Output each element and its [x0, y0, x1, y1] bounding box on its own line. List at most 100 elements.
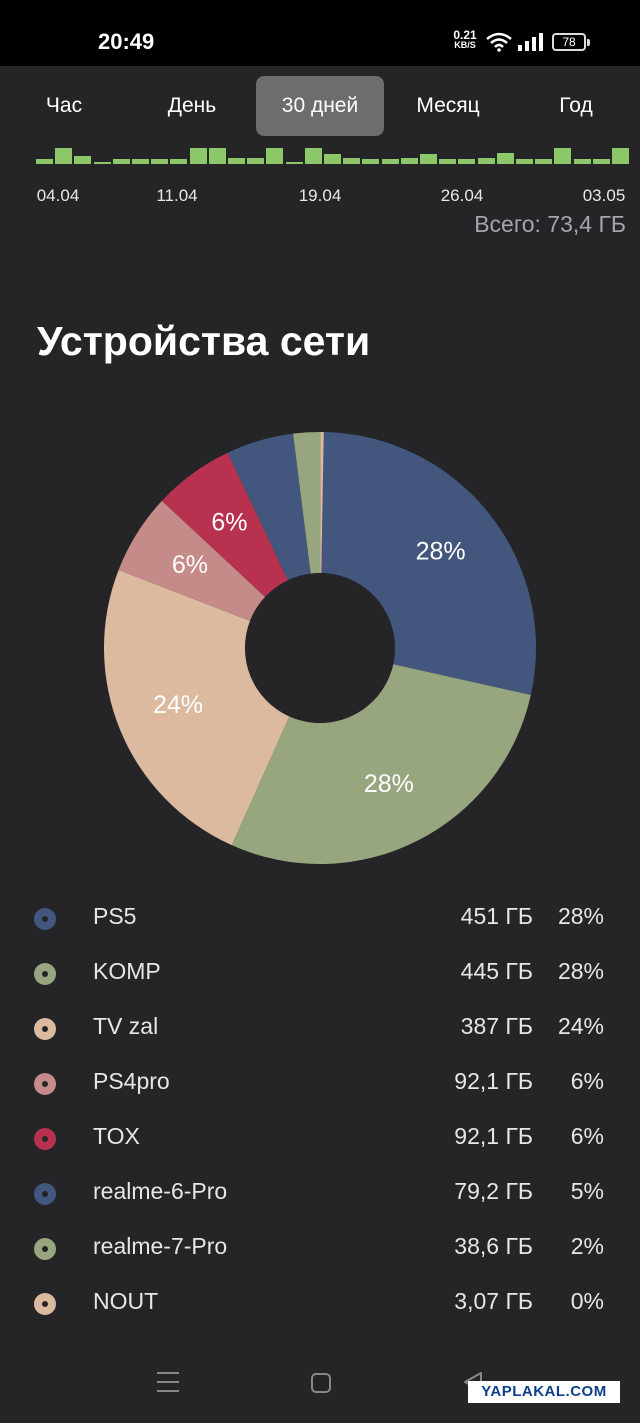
tab-month[interactable]: Месяц — [416, 94, 480, 117]
donut-slice-tv zal[interactable] — [103, 569, 290, 846]
device-percent: 2% — [570, 1233, 604, 1259]
device-percent: 24% — [557, 1013, 604, 1039]
device-name: PS4pro — [93, 1068, 170, 1094]
slice-percent-label: 24% — [153, 691, 203, 719]
daily-usage-bar — [189, 148, 207, 164]
status-time: 20:49 — [98, 29, 155, 54]
legend-item[interactable]: KOMP 445 ГБ 28% — [0, 945, 640, 1000]
donut-slice-ps4pro[interactable] — [118, 500, 266, 621]
donut-hole — [245, 573, 395, 723]
device-traffic: 387 ГБ — [460, 1013, 533, 1039]
legend-item[interactable]: TOX 92,1 ГБ 6% — [0, 1110, 640, 1165]
daily-usage-bar — [55, 148, 73, 164]
donut-slice-nout[interactable] — [320, 432, 324, 574]
device-percent: 28% — [557, 903, 604, 929]
device-name: realme-6-Pro — [93, 1178, 228, 1204]
network-speed-value: 0.21 — [453, 28, 477, 42]
daily-usage-bar — [439, 159, 457, 164]
device-name: KOMP — [93, 958, 161, 984]
total-traffic: Всего: 73,4 ГБ — [474, 211, 626, 237]
daily-usage-bar — [112, 159, 130, 164]
device-traffic: 3,07 ГБ — [454, 1288, 533, 1314]
network-speed: 0.21 KB/S — [450, 28, 480, 50]
device-name: TOX — [93, 1123, 140, 1149]
legend-dot-icon — [34, 1293, 56, 1315]
device-traffic: 38,6 ГБ — [454, 1233, 533, 1259]
legend-item[interactable]: TV zal 387 ГБ 24% — [0, 1000, 640, 1055]
daily-usage-bar — [573, 159, 591, 164]
legend-item[interactable]: NOUT 3,07 ГБ 0% — [0, 1275, 640, 1330]
daily-usage-bar — [74, 156, 92, 164]
legend-item[interactable]: PS5 451 ГБ 28% — [0, 890, 640, 945]
daily-usage-bar — [304, 148, 322, 164]
daily-usage-bar — [170, 159, 188, 164]
daily-usage-bar — [324, 154, 341, 164]
daily-usage-bar — [458, 159, 476, 164]
device-traffic: 451 ГБ — [460, 903, 533, 929]
device-percent: 28% — [557, 958, 604, 984]
device-name: TV zal — [93, 1013, 159, 1039]
date-label: 11.04 — [156, 186, 198, 205]
daily-usage-bar — [496, 152, 514, 164]
tab-hour[interactable]: Час — [45, 94, 83, 117]
legend-dot-icon — [34, 1238, 56, 1260]
daily-usage-bar — [151, 159, 169, 164]
legend-dot-icon — [34, 1018, 56, 1040]
legend-dot-icon — [34, 1128, 56, 1150]
slice-percent-label: 6% — [172, 551, 208, 579]
legend-dot-icon — [34, 963, 56, 985]
donut-slice-tox[interactable] — [161, 452, 288, 597]
tab-year[interactable]: Год — [559, 94, 593, 117]
daily-usage-bar — [285, 161, 303, 164]
daily-usage-bar — [516, 159, 533, 164]
wifi-icon — [486, 32, 512, 52]
daily-usage-bar — [36, 159, 53, 164]
home-icon[interactable] — [311, 1373, 331, 1393]
tab-30-days[interactable]: 30 дней — [256, 76, 384, 136]
device-traffic: 92,1 ГБ — [454, 1068, 533, 1094]
legend-dot-icon — [34, 1183, 56, 1205]
device-percent: 6% — [570, 1068, 604, 1094]
legend-item[interactable]: realme-6-Pro 79,2 ГБ 5% — [0, 1165, 640, 1220]
device-percent: 0% — [570, 1288, 604, 1314]
daily-usage-bar — [535, 159, 553, 164]
daily-usage-bar — [93, 161, 111, 164]
daily-usage-bar — [228, 157, 245, 164]
network-speed-unit: KB/S — [454, 40, 476, 50]
daily-usage-bar — [400, 157, 418, 164]
daily-usage-bar — [420, 154, 437, 164]
daily-usage-chart — [0, 140, 640, 170]
device-name: realme-7-Pro — [93, 1233, 228, 1259]
device-name: PS5 — [93, 903, 137, 929]
legend-dot-icon — [34, 908, 56, 930]
device-traffic: 79,2 ГБ — [454, 1178, 533, 1204]
slice-percent-label: 6% — [211, 509, 247, 537]
donut-slice-realme-6-pro[interactable] — [227, 433, 311, 581]
legend-item[interactable]: PS4pro 92,1 ГБ 6% — [0, 1055, 640, 1110]
signal-icon — [518, 33, 543, 51]
daily-usage-bar — [554, 148, 572, 164]
legend-item[interactable]: realme-7-Pro 38,6 ГБ 2% — [0, 1220, 640, 1275]
recent-apps-icon[interactable] — [157, 1372, 179, 1399]
date-label: 04.04 — [36, 186, 80, 205]
donut-slice-realme-7-pro[interactable] — [293, 432, 321, 574]
date-axis: 04.04 11.04 19.04 26.04 03.05 — [0, 186, 640, 210]
donut-slice-ps5[interactable] — [321, 432, 536, 695]
battery-icon: 78 — [552, 33, 590, 51]
date-label: 03.05 — [582, 186, 626, 205]
legend-dot-icon — [34, 1073, 56, 1095]
tab-day[interactable]: День — [167, 94, 217, 117]
daily-usage-bar — [362, 159, 380, 164]
daily-usage-bar — [266, 148, 284, 164]
slice-percent-label: 28% — [416, 538, 466, 566]
donut-slice-komp[interactable] — [231, 664, 531, 864]
device-traffic: 445 ГБ — [460, 958, 533, 984]
daily-usage-bar — [592, 159, 610, 164]
device-percent: 6% — [570, 1123, 604, 1149]
devices-donut-chart: 28% 28% 24% 6%6% — [103, 432, 536, 864]
date-label: 26.04 — [440, 186, 484, 205]
daily-usage-bar — [477, 157, 495, 164]
date-label: 19.04 — [298, 186, 342, 205]
daily-usage-bar — [132, 159, 149, 164]
device-percent: 5% — [570, 1178, 604, 1204]
